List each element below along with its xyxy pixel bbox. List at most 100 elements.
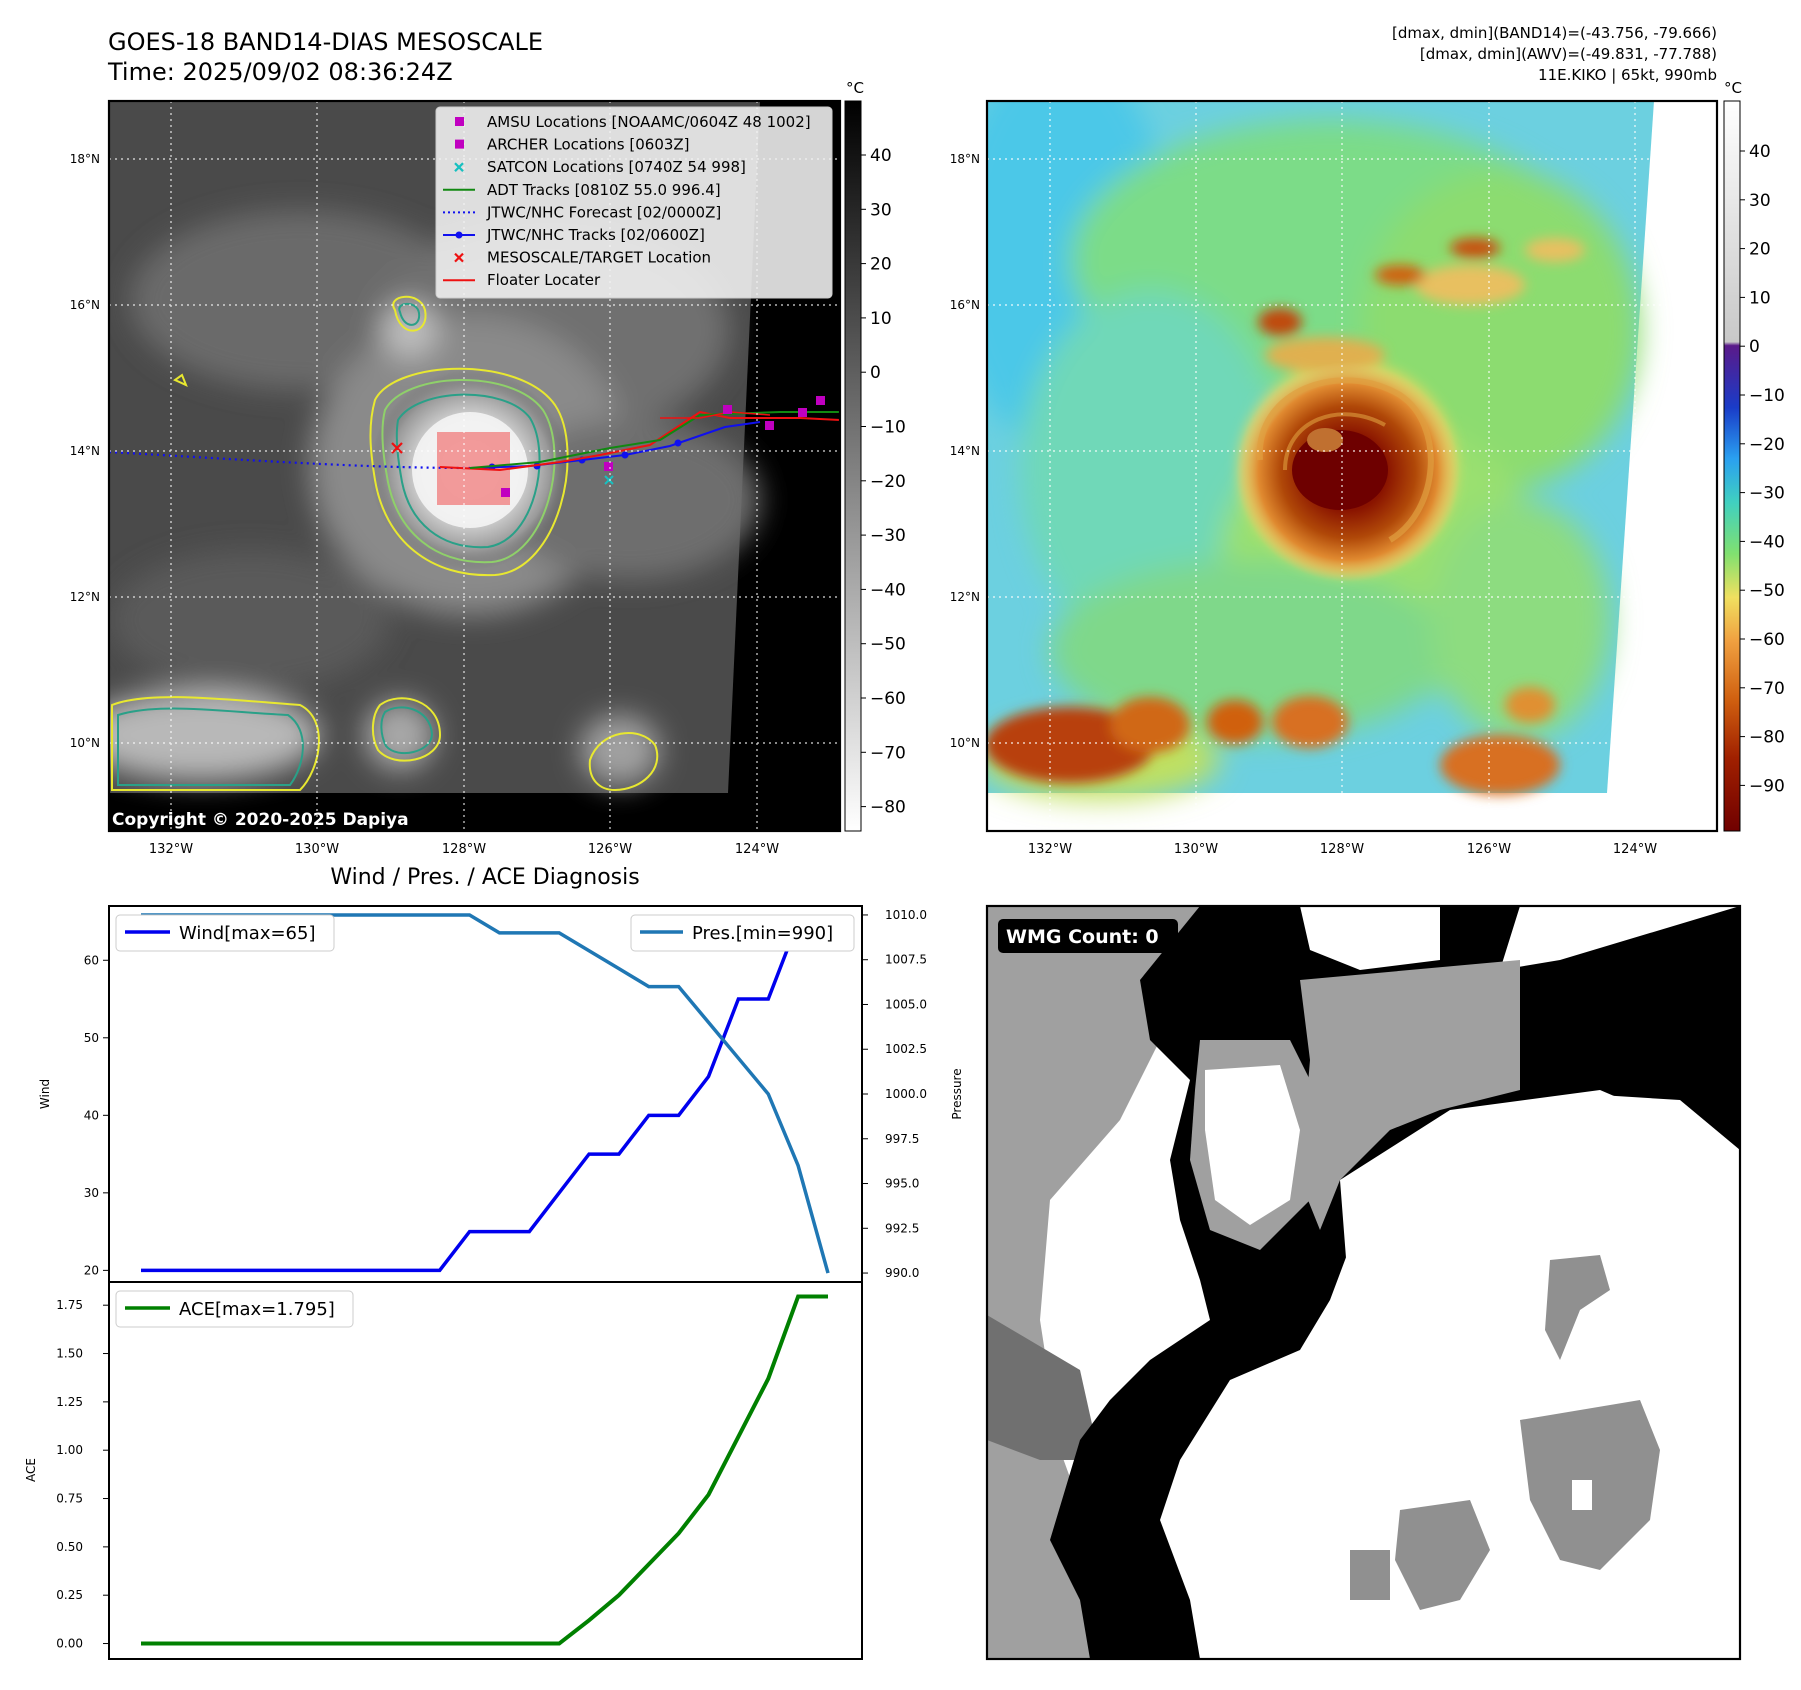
lon-tick-label: 132°W <box>149 842 193 857</box>
pressure-tick-label: 990.0 <box>885 1266 919 1280</box>
ace-tick-label: 1.75 <box>56 1298 83 1312</box>
legend-label: AMSU Locations [NOAAMC/0604Z 48 1002] <box>487 113 811 131</box>
colorbar-tick-label: −60 <box>1749 630 1785 650</box>
lat-tick-label: 14°N <box>950 444 980 458</box>
copyright-label: Copyright © 2020-2025 Dapiya <box>112 810 409 830</box>
lon-tick-label: 126°W <box>588 842 632 857</box>
pressure-tick-label: 1005.0 <box>885 997 927 1011</box>
colorbar-tick-label: 10 <box>870 309 892 329</box>
legend-label: ARCHER Locations [0603Z] <box>487 136 690 154</box>
pressure-legend-label: Pres.[min=990] <box>692 923 833 944</box>
legend-label: JTWC/NHC Tracks [02/0600Z] <box>486 226 705 244</box>
legend-label: SATCON Locations [0740Z 54 998] <box>487 158 746 176</box>
ace-axis-label: ACE <box>24 1458 38 1482</box>
colorbar-tick-label: −30 <box>870 526 906 546</box>
wind-axis-label: Wind <box>38 1079 52 1109</box>
wind-tick-label: 50 <box>84 1031 99 1045</box>
colorbar-tick-label: −30 <box>1749 484 1785 504</box>
legend-marker <box>454 252 464 263</box>
ace-plot: ACE 1.75 1.50 1.25 1.00 0.75 0.50 0.25 0.00 ACE… <box>24 1281 863 1660</box>
wind-pressure-plot: Wind Pressure 60 50 40 30 20 1010.0 1007.5 100… <box>38 905 964 1283</box>
wind-legend: Wind[max=65] <box>115 914 335 952</box>
pressure-axis-label: Pressure <box>950 1068 964 1119</box>
pressure-legend: Pres.[min=990] <box>630 914 855 952</box>
colorbar-tick-label: 20 <box>1749 240 1771 260</box>
lat-tick-label: 12°N <box>70 590 100 604</box>
legend-label: MESOSCALE/TARGET Location <box>487 249 711 267</box>
legend-item: AMSU Locations [NOAAMC/0604Z 48 1002] <box>455 113 811 131</box>
legend-item: JTWC/NHC Tracks [02/0600Z] <box>443 226 705 244</box>
colorbar-tick-label: 40 <box>870 146 892 166</box>
legend-marker <box>454 162 464 172</box>
colorbar-tick-label: 40 <box>1749 142 1771 162</box>
colorbar-tick-label: −70 <box>1749 679 1785 699</box>
legend-item: SATCON Locations [0740Z 54 998] <box>454 158 746 176</box>
legend-item: JTWC/NHC Forecast [02/0000Z] <box>443 203 721 221</box>
lon-tick-label: 126°W <box>1467 842 1511 857</box>
ace-legend: ACE[max=1.795] <box>115 1290 354 1328</box>
map-legend: AMSU Locations [NOAAMC/0604Z 48 1002] ARC… <box>435 106 833 299</box>
ace-tick-label: 0.25 <box>56 1588 83 1602</box>
colorbar-tick-label: 20 <box>870 255 892 275</box>
wind-tick-label: 40 <box>84 1108 99 1122</box>
legend-item: MESOSCALE/TARGET Location <box>454 249 711 267</box>
lat-tick-label: 18°N <box>950 152 980 166</box>
lat-tick-label: 10°N <box>70 736 100 750</box>
colorbar-tick-label: −20 <box>1749 435 1785 455</box>
ace-legend-label: ACE[max=1.795] <box>179 1299 335 1320</box>
lon-tick-label: 124°W <box>735 842 779 857</box>
pressure-tick-label: 1007.5 <box>885 953 927 967</box>
grayscale-colorbar: °C 40 30 20 10 0 −10 −20 −30 −40 −50 −60 −70 −80 <box>844 79 906 832</box>
lon-tick-label: 128°W <box>442 842 486 857</box>
colorbar-tick-label: −50 <box>1749 581 1785 601</box>
colorbar-tick-label: 30 <box>870 200 892 220</box>
stats-line-3: 11E.KIKO | 65kt, 990mb <box>1538 66 1717 84</box>
lat-tick-label: 18°N <box>70 152 100 166</box>
pressure-tick-label: 1002.5 <box>885 1042 927 1056</box>
ace-tick-label: 1.00 <box>56 1443 83 1457</box>
ace-tick-label: 0.00 <box>56 1637 83 1651</box>
colorbar-tick-label: −80 <box>1749 728 1785 748</box>
ir-color-map <box>985 99 1719 833</box>
colorbar-tick-label: −40 <box>870 580 906 600</box>
colorbar-tick-label: −20 <box>870 472 906 492</box>
legend-item: Floater Locater <box>443 271 601 289</box>
lat-tick-label: 16°N <box>70 298 100 312</box>
wmg-count-label: WMG Count: 0 <box>1006 926 1159 948</box>
ace-tick-label: 0.50 <box>56 1540 83 1554</box>
colorbar-unit-right: °C <box>1724 79 1742 97</box>
enhanced-colorbar: °C 40 30 20 10 0 −10 −20 −30 −40 −50 −60 −70 −80 −90 <box>1723 79 1785 832</box>
figure-title: GOES-18 BAND14-DIAS MESOSCALE <box>108 28 543 56</box>
wind-tick-label: 60 <box>84 953 99 967</box>
lon-tick-label: 128°W <box>1320 842 1364 857</box>
ace-tick-label: 0.75 <box>56 1492 83 1506</box>
legend-label: ADT Tracks [0810Z 55.0 996.4] <box>487 181 721 199</box>
colorbar-tick-label: −50 <box>870 635 906 655</box>
figure-time: Time: 2025/09/02 08:36:24Z <box>107 58 453 86</box>
colorbar-tick-label: 0 <box>1749 337 1760 357</box>
legend-item: ARCHER Locations [0603Z] <box>455 136 690 154</box>
colorbar-tick-label: 0 <box>870 363 881 383</box>
stats-line-1: [dmax, dmin](BAND14)=(-43.756, -79.666) <box>1392 24 1717 42</box>
wind-series-line <box>141 919 828 1273</box>
ace-tick-label: 1.25 <box>56 1395 83 1409</box>
lat-tick-label: 14°N <box>70 444 100 458</box>
colorbar-tick-label: −80 <box>870 798 906 818</box>
legend-marker <box>455 117 464 126</box>
stats-line-2: [dmax, dmin](AWV)=(-49.831, -77.788) <box>1420 45 1717 63</box>
pressure-tick-label: 992.5 <box>885 1221 919 1235</box>
pressure-tick-label: 995.0 <box>885 1177 919 1191</box>
wmg-panel: WMG Count: 0 <box>985 904 1742 1661</box>
colorbar-tick-label: 30 <box>1749 191 1771 211</box>
lat-tick-label: 16°N <box>950 298 980 312</box>
colorbar-tick-label: −10 <box>1749 386 1785 406</box>
legend-marker <box>443 231 475 239</box>
legend-label: JTWC/NHC Forecast [02/0000Z] <box>486 203 721 221</box>
lon-tick-label: 124°W <box>1613 842 1657 857</box>
ace-series-line <box>141 1294 828 1646</box>
lon-tick-label: 130°W <box>1174 842 1218 857</box>
colorbar-tick-label: −70 <box>870 743 906 763</box>
pressure-tick-label: 1000.0 <box>885 1087 927 1101</box>
lon-tick-label: 130°W <box>295 842 339 857</box>
